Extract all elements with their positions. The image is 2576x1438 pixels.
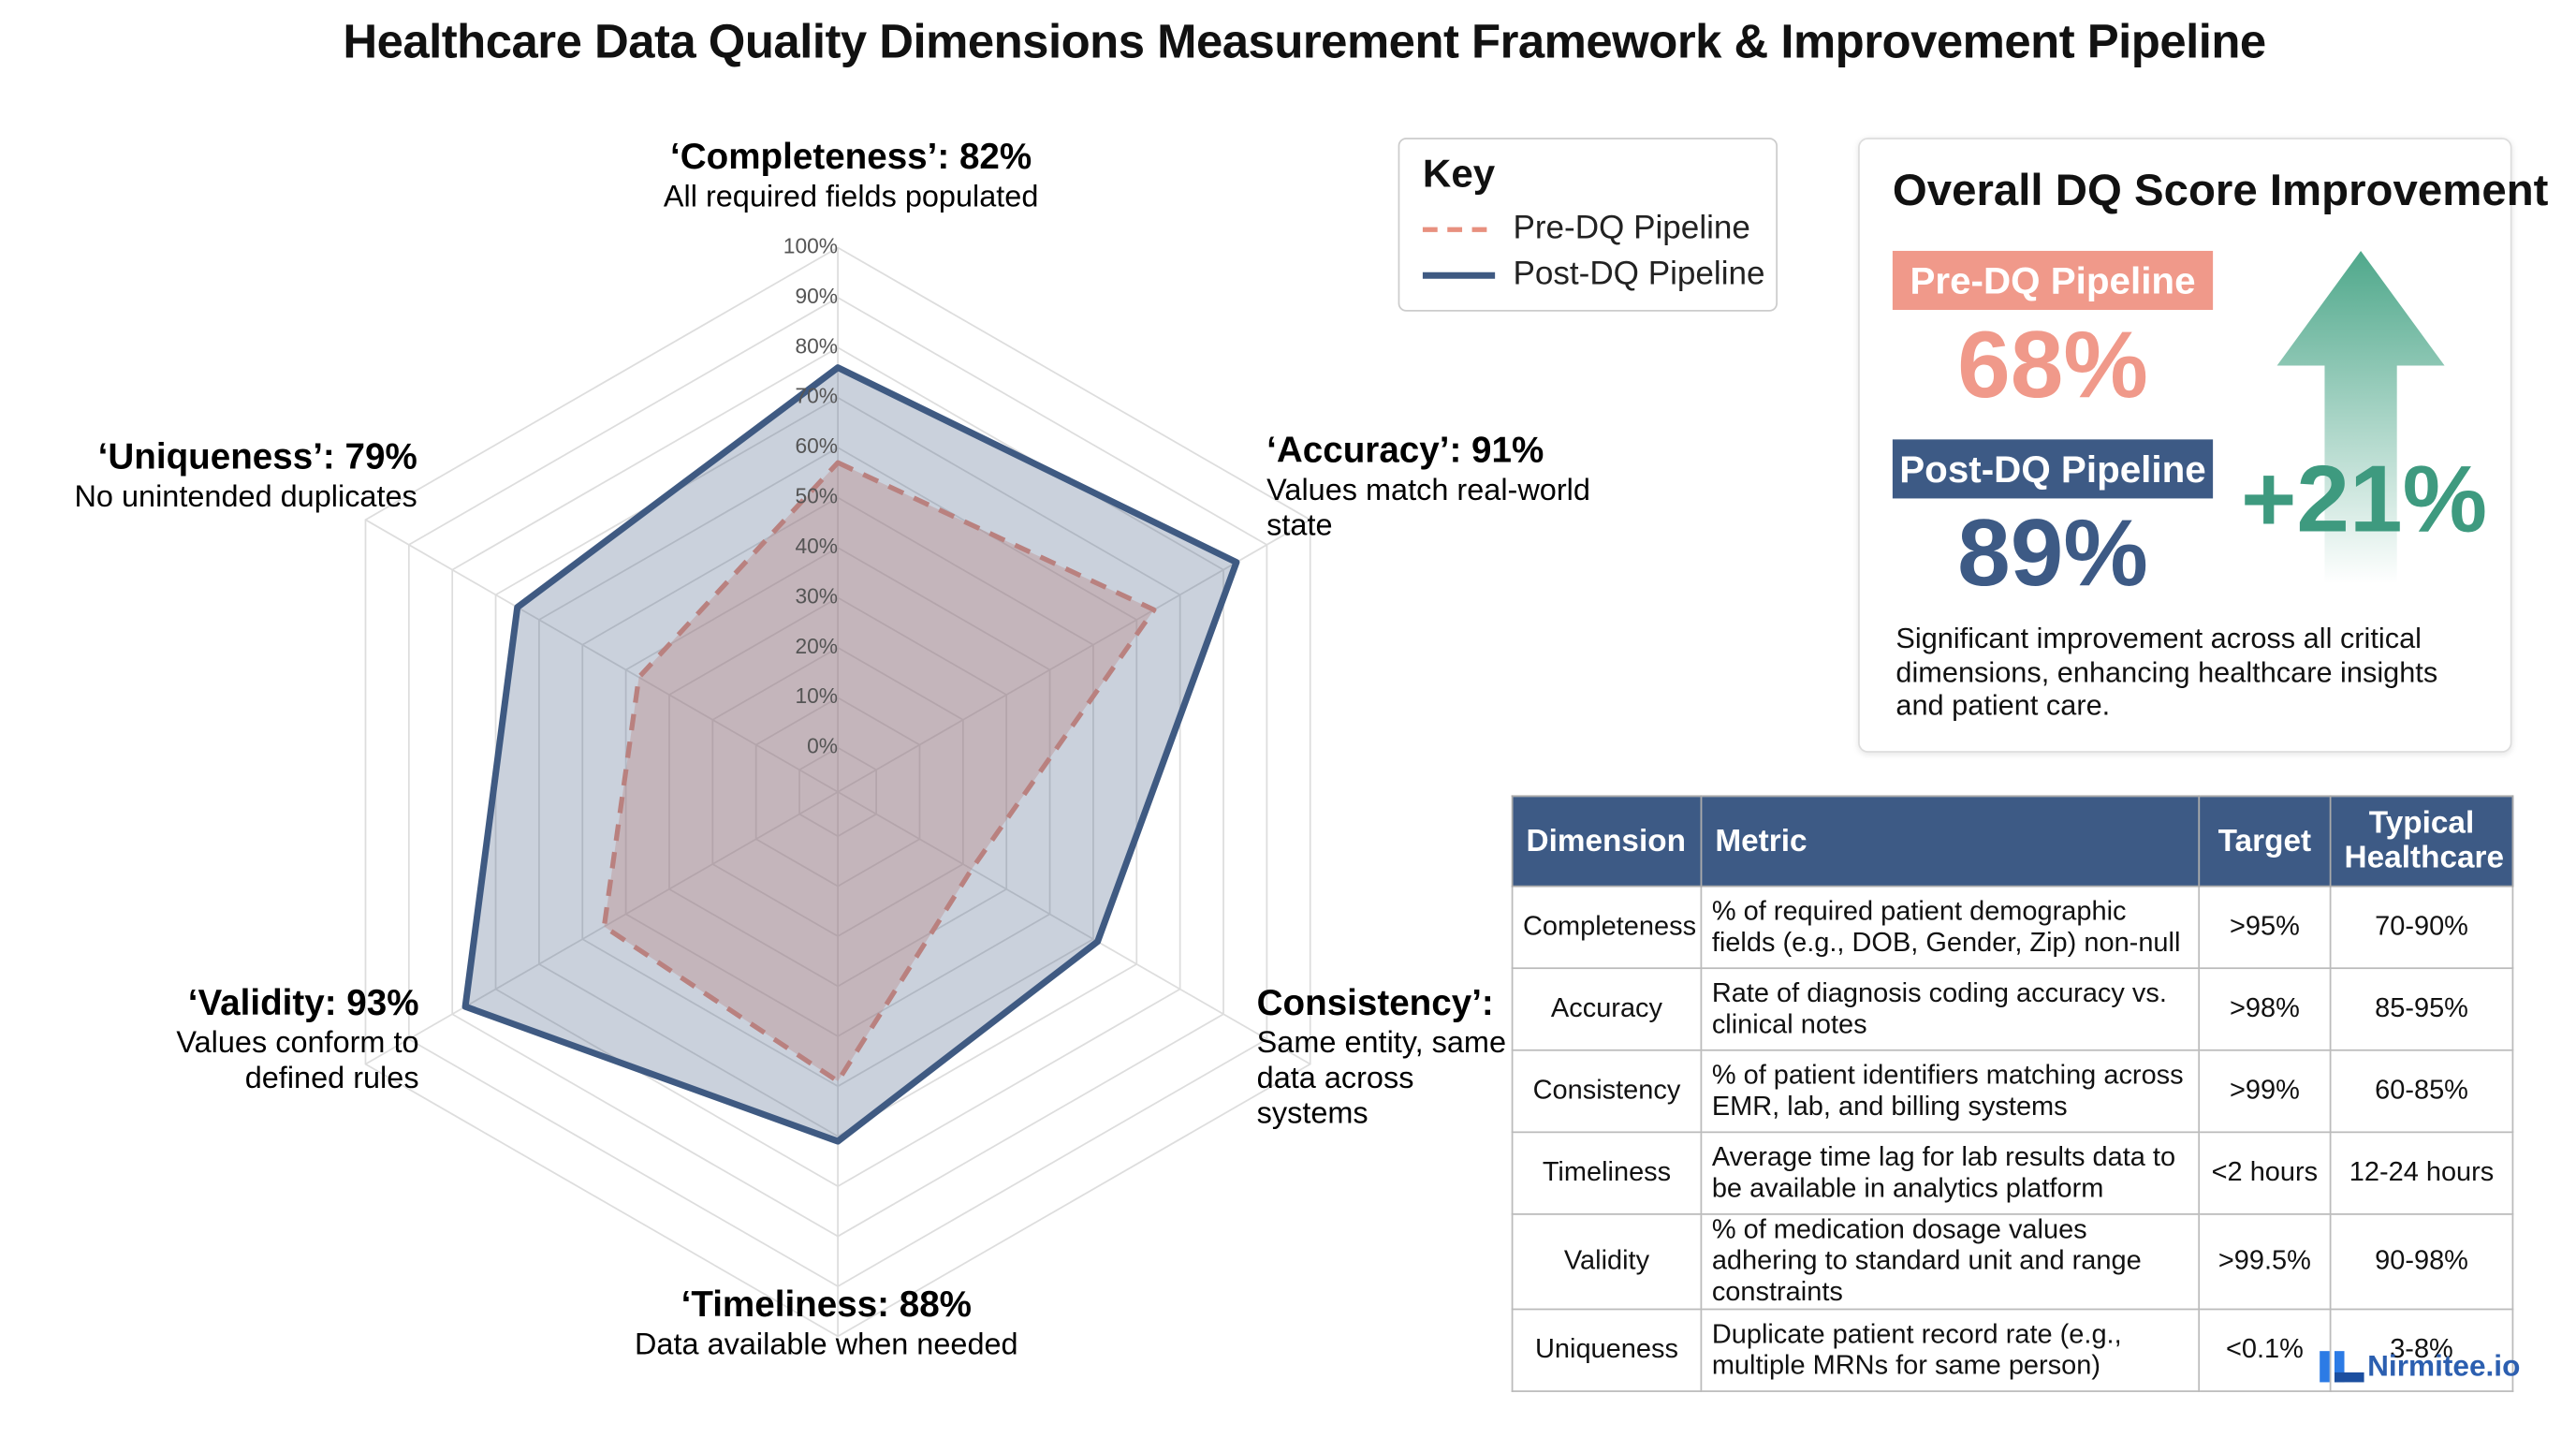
table-row: Validity% of medication dosage values ad… (1511, 1213, 2514, 1311)
metrics-table: Dimension Metric Target Typical Healthcare … (1511, 795, 2514, 1392)
spoke (365, 791, 839, 1065)
table-cell: <2 hours (2198, 1131, 2332, 1215)
table-cell: Uniqueness (1511, 1308, 1703, 1392)
page-title: Healthcare Data Quality Dimensions Measu… (343, 16, 2266, 69)
table-cell: % of patient identifiers matching across… (1700, 1049, 2201, 1134)
logo: Nirmitee.io (2318, 1348, 2520, 1385)
tick-label: 60% (795, 433, 838, 458)
table-cell: Average time lag for lab results data to… (1700, 1131, 2201, 1215)
table-body: Completeness% of required patient demogr… (1511, 885, 2514, 1392)
series-area (461, 364, 1240, 1145)
legend-label: Post-DQ Pipeline (1513, 256, 1764, 292)
axis-description: systems (1257, 1096, 1368, 1130)
spoke (837, 791, 1311, 1065)
legend: Key Pre-DQ Pipeline Post-DQ Pipeline (1398, 138, 1778, 312)
legend-items: Pre-DQ Pipeline Post-DQ Pipeline (1422, 209, 1765, 292)
axis-description: defined rules (245, 1061, 419, 1094)
axis-description: Values match real-world (1266, 473, 1590, 506)
pre-value: 68% (1957, 311, 2148, 418)
table-cell: Rate of diagnosis coding accuracy vs. cl… (1700, 967, 2201, 1051)
table-cell: Completeness (1511, 885, 1703, 970)
spoke (365, 519, 839, 793)
table-cell: Duplicate patient record rate (e.g., mul… (1700, 1308, 2201, 1392)
table-cell: % of required patient demographic fields… (1700, 885, 2201, 970)
axis-description: All required fields populated (664, 180, 1039, 213)
axis-title: ‘Timeliness: 88% (681, 1284, 972, 1325)
tick-label: 30% (795, 583, 838, 608)
table-cell: 90-98% (2329, 1213, 2514, 1311)
axis-title: ‘Completeness’: 82% (670, 137, 1032, 177)
axis-description: Values conform to (176, 1025, 418, 1059)
tick-label: 10% (795, 683, 838, 708)
table-cell: 85-95% (2329, 967, 2514, 1051)
header-cell: Target (2198, 795, 2332, 888)
axis-description: data across (1257, 1061, 1414, 1094)
table-row: Consistency% of patient identifiers matc… (1511, 1049, 2514, 1134)
table-cell: <0.1% (2198, 1308, 2332, 1392)
axis-title: Consistency’: (1257, 983, 1494, 1023)
header-cell: Typical Healthcare (2329, 795, 2514, 888)
series-area (601, 460, 1157, 1084)
tick-label: 100% (783, 233, 838, 257)
table-cell: Consistency (1511, 1049, 1703, 1134)
summary-panel: Overall DQ Score Improvement Pre-DQ Pipe… (1858, 138, 2548, 753)
axis-title: ‘Accuracy’: 91% (1266, 431, 1544, 471)
legend-label: Pre-DQ Pipeline (1513, 209, 1749, 245)
spoke (837, 519, 1311, 793)
tick-label: 50% (795, 484, 838, 508)
table-row: Uniqueness Duplicate patient record rate … (1511, 1308, 2514, 1392)
table-cell: Validity (1511, 1213, 1703, 1311)
table-header: Dimension Metric Target Typical Healthcare (1511, 795, 2514, 888)
axis-description: Same entity, same (1257, 1025, 1506, 1059)
table-cell: Timeliness (1511, 1131, 1703, 1215)
table-cell: 12-24 hours (2329, 1131, 2514, 1215)
table-cell: % of medication dosage values adhering t… (1700, 1213, 2201, 1311)
tick-label: 0% (807, 734, 838, 758)
pre-badge: Pre-DQ Pipeline (1892, 250, 2214, 311)
table-cell: 3-8% (2329, 1308, 2514, 1392)
table-cell: >95% (2198, 885, 2332, 970)
table-row: Completeness% of required patient demogr… (1511, 885, 2514, 970)
up-arrow (2276, 250, 2445, 584)
table-cell: >99% (2198, 1049, 2332, 1134)
axis-description: No unintended duplicates (74, 479, 417, 513)
change-value: +21% (2240, 446, 2488, 553)
tick-label: 20% (795, 634, 838, 658)
summary-note: Significant improvement across all criti… (1895, 621, 2438, 722)
summary-title: Overall DQ Score Improvement (1892, 165, 2549, 215)
table-cell: Accuracy (1511, 967, 1703, 1051)
table-cell: 60-85% (2329, 1049, 2514, 1134)
logo-text: Nirmitee.io (2367, 1348, 2521, 1382)
tick-label: 40% (795, 534, 838, 558)
table-cell: >99.5% (2198, 1213, 2332, 1311)
post-badge: Post-DQ Pipeline (1892, 439, 2214, 499)
tick-label: 70% (795, 384, 838, 408)
logo-icon (2320, 1351, 2364, 1383)
axis-title: ‘Validity: 93% (188, 983, 419, 1023)
tick-label: 90% (795, 284, 838, 308)
axis-title: ‘Uniqueness’: 79% (98, 437, 417, 477)
table-row: Accuracy Rate of diagnosis coding accurac… (1511, 967, 2514, 1051)
axis-description: Data available when needed (635, 1327, 1018, 1360)
table-cell: >98% (2198, 967, 2332, 1051)
header-cell: Metric (1700, 795, 2201, 888)
post-value: 89% (1957, 500, 2148, 608)
axis-description: state (1266, 508, 1332, 542)
legend-title: Key (1422, 152, 1496, 198)
table-cell: 70-90% (2329, 885, 2514, 970)
tick-label: 80% (795, 333, 838, 358)
table-row: Timeliness Average time lag for lab resul… (1511, 1131, 2514, 1215)
header-cell: Dimension (1511, 795, 1703, 888)
